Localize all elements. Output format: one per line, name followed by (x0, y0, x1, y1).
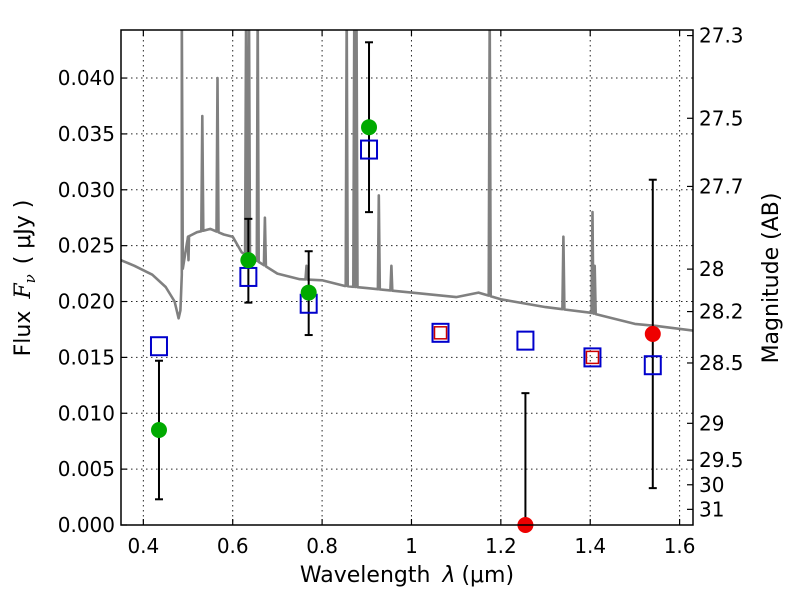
small-square-marker (433, 326, 448, 340)
small-square-marker (585, 350, 600, 365)
y2-tick-label: 30 (699, 473, 724, 497)
y-tick-label: 0.035 (58, 122, 115, 146)
x-tick-label: 0.8 (306, 534, 338, 558)
y-tick-label: 0.040 (58, 66, 115, 90)
x-axis-title: Wavelength λ (μm) (300, 563, 514, 588)
y2-tick-label: 31 (699, 497, 724, 521)
y2-tick-label: 28.5 (699, 351, 744, 375)
y-tick-label: 0.000 (58, 513, 115, 537)
data-markers (149, 119, 662, 533)
circle-marker (361, 119, 378, 136)
error-bars (154, 41, 657, 526)
square-marker (360, 139, 379, 160)
x-tick-label: 1.4 (574, 534, 606, 558)
square-marker (149, 336, 168, 357)
y-tick-label: 0.005 (58, 457, 115, 481)
y2-tick-label: 29 (699, 411, 724, 435)
x-tick-label: 0.4 (127, 534, 159, 558)
y2-axis-title: Magnitude (AB) (759, 193, 784, 364)
y2-tick-label: 27.7 (699, 174, 744, 198)
circle-marker (240, 252, 257, 269)
y2-tick-label: 29.5 (699, 448, 744, 472)
x-tick-label: 0.6 (217, 534, 249, 558)
plot-frame (120, 29, 694, 526)
y2-tick-label: 28.2 (699, 300, 744, 324)
circle-marker (150, 422, 167, 439)
y2-tick-label: 27.3 (699, 24, 744, 48)
circle-marker (644, 325, 661, 342)
y2-tick-label: 27.5 (699, 106, 744, 130)
square-marker (643, 355, 662, 376)
square-marker (583, 347, 602, 368)
square-marker (516, 330, 535, 351)
y-tick-label: 0.030 (58, 178, 115, 202)
x-axis-ticks: 0.4 0.6 0.8 1 1.2 1.4 1.6 (127, 30, 696, 558)
y-tick-label: 0.010 (58, 401, 115, 425)
x-tick-label: 1.6 (664, 534, 696, 558)
y-tick-label: 0.025 (58, 234, 115, 258)
y-tick-label: 0.020 (58, 290, 115, 314)
x-tick-label: 1 (405, 534, 418, 558)
y-axis-title: FluxFν( μJy ) (11, 200, 39, 357)
y2-tick-label: 28 (699, 257, 724, 281)
circle-marker (300, 284, 317, 301)
square-marker (431, 322, 450, 343)
x-tick-label: 1.2 (485, 534, 517, 558)
model-spectrum (121, 30, 693, 332)
y-axis-ticks: 0.000 0.005 0.010 0.015 0.020 0.025 0.030 0.035… (58, 66, 127, 537)
spectrum-line (121, 30, 693, 332)
y-tick-label: 0.015 (58, 345, 115, 369)
grid (121, 30, 693, 526)
